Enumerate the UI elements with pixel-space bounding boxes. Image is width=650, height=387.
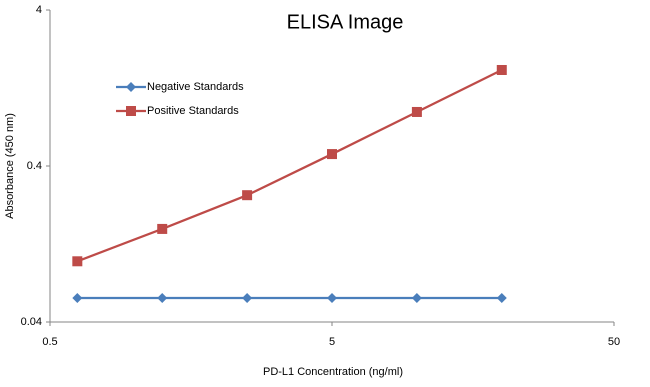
series-line [76,68,503,263]
marker [496,64,507,75]
marker [157,223,168,234]
legend-label: Positive Standards [147,105,239,117]
marker [327,149,337,160]
marker [72,293,83,304]
marker [242,190,253,201]
marker [496,293,507,304]
x-tick-label: 0.5 [42,336,57,348]
x-tick-label: 50 [608,336,620,348]
y-axis-label: Absorbance (450 nm) [4,113,16,219]
y-tick-label: 4 [36,4,42,16]
marker [157,293,168,304]
chart-title: ELISA Image [287,11,404,33]
y-tick-label: 0.04 [21,316,42,328]
marker [327,293,337,304]
y-tick-label: 0.4 [27,160,42,172]
marker [411,106,422,117]
marker [411,293,422,304]
legend-marker [126,82,136,92]
marker [72,256,83,267]
legend-marker [126,106,136,116]
x-axis-label: PD-L1 Concentration (ng/ml) [263,366,403,378]
marker [242,293,253,304]
x-tick-label: 5 [329,336,335,348]
legend-label: Negative Standards [147,81,244,93]
